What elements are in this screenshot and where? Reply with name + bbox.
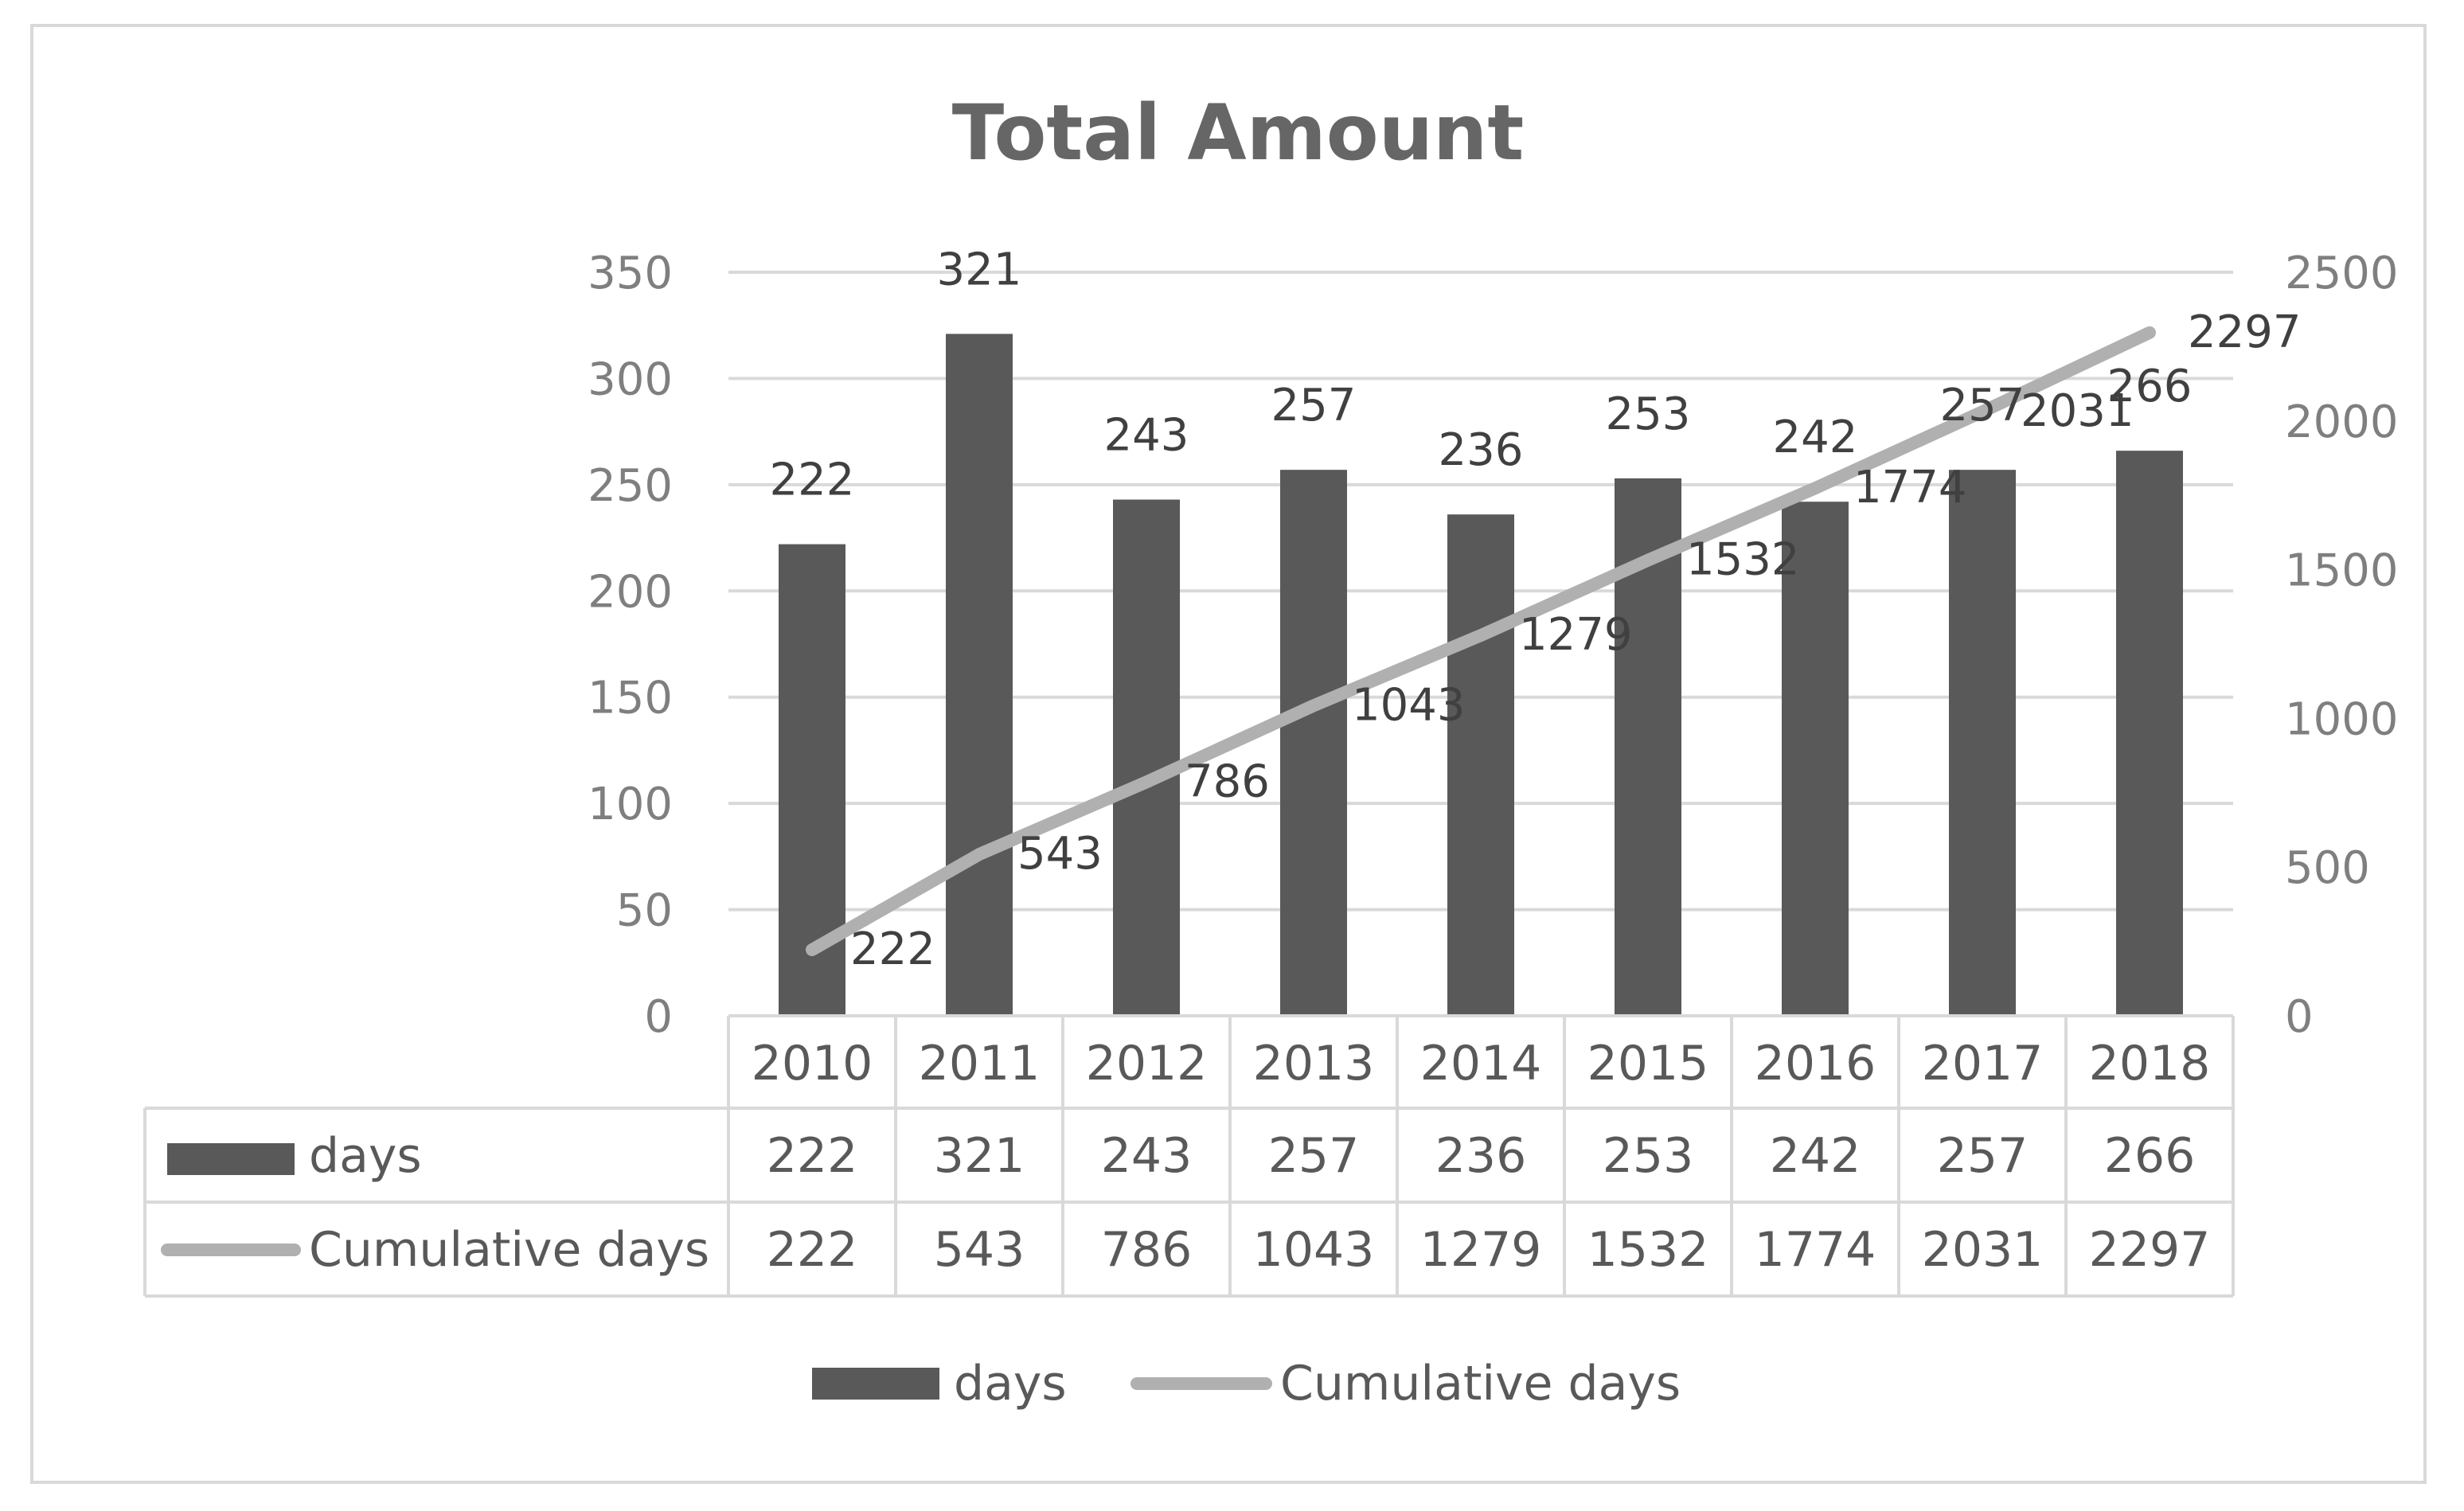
line-data-label: 2297 [2188,306,2302,358]
table-cell: 2031 [1922,1222,2044,1278]
bar-days [1447,514,1514,1016]
bar-data-label: 266 [2107,361,2193,412]
bar-days [1113,499,1180,1016]
bars-days [779,334,2183,1017]
table-header-cell: 2010 [752,1036,873,1091]
bar-data-label: 321 [937,244,1022,295]
bar-days [1782,502,1849,1016]
table-cell: 243 [1101,1128,1193,1184]
table-row-label: Cumulative days [309,1222,709,1278]
bar-data-label: 222 [770,455,855,506]
line-cumulative-days [806,326,2156,957]
table-cell: 236 [1435,1128,1527,1184]
table-cell: 242 [1770,1128,1861,1184]
table-cell: 253 [1603,1128,1694,1184]
table-row-label: days [309,1128,422,1184]
left-axis-tick-label: 50 [616,885,673,937]
bar-days [2116,451,2183,1016]
table-header-cell: 2016 [1755,1036,1876,1091]
table-cell: 222 [767,1128,858,1184]
left-axis-tick-label: 250 [588,460,673,512]
table-cell: 257 [1937,1128,2029,1184]
chart-title: Total Amount [952,88,1525,178]
table-key-days [167,1143,295,1175]
line-data-label: 1279 [1519,609,1633,661]
table-cell: 543 [934,1222,1025,1278]
bar-days [946,334,1013,1017]
table-cell: 2297 [2089,1222,2211,1278]
table-cell: 786 [1101,1222,1193,1278]
table-header-cell: 2018 [2089,1036,2211,1091]
line-data-label: 222 [850,923,935,975]
table-cell: 1043 [1253,1222,1375,1278]
bar-days [1280,470,1347,1016]
table-cell: 222 [767,1222,858,1278]
data-labels: 222 321 243 257 236 253 242 257 266 222 543 786 1043… [770,244,2302,975]
line-data-label: 1532 [1686,534,1800,586]
table-cell: 266 [2104,1128,2196,1184]
bar-data-label: 257 [1271,380,1357,431]
table-header-cell: 2017 [1922,1036,2044,1091]
right-axis-tick-label: 1500 [2285,545,2399,597]
legend: days Cumulative days [812,1356,1681,1411]
table-cell: 321 [934,1128,1025,1184]
line-data-label: 2031 [2021,385,2134,437]
right-axis-tick-label: 2500 [2285,248,2399,299]
table-cell: 257 [1268,1128,1360,1184]
bar-data-label: 243 [1104,410,1189,462]
left-axis-tick-label: 350 [588,248,673,299]
left-axis-tick-label: 300 [588,353,673,405]
line-cumulative-days [806,326,2156,957]
legend-label: Cumulative days [1280,1356,1681,1411]
table-header-cell: 2012 [1086,1036,1208,1091]
table-cell: 1774 [1755,1222,1876,1278]
table-header-cell: 2013 [1253,1036,1375,1091]
bar-data-label: 242 [1773,412,1858,463]
table-cell: 1279 [1420,1222,1542,1278]
table-header-cell: 2011 [919,1036,1041,1091]
table-cell: 1532 [1587,1222,1709,1278]
line-data-label: 1774 [1853,462,1967,513]
right-axis-tick-label: 0 [2285,991,2314,1043]
right-axis-ticks: 0 500 1000 1500 2000 2500 [2285,248,2399,1043]
left-axis-tick-label: 200 [588,566,673,618]
right-axis-tick-label: 1000 [2285,693,2399,745]
line-data-label: 1043 [1352,679,1466,731]
bar-data-label: 236 [1439,424,1524,476]
bar-data-label: 253 [1606,388,1691,440]
bar-data-label: 257 [1940,380,2025,431]
table-header-cell: 2014 [1420,1036,1542,1091]
left-axis-tick-label: 100 [588,779,673,830]
right-axis-tick-label: 500 [2285,842,2370,894]
line-data-label: 543 [1017,828,1103,880]
legend-key-days [812,1368,939,1400]
right-axis-tick-label: 2000 [2285,396,2399,448]
legend-label: days [954,1356,1067,1411]
table-header-cell: 2015 [1587,1036,1709,1091]
bar-days [1949,470,2016,1016]
left-axis-tick-label: 0 [644,991,673,1043]
line-data-label: 786 [1185,756,1270,807]
left-axis-tick-label: 150 [588,673,673,724]
left-axis-ticks: 0 50 100 150 200 250 300 350 [588,248,673,1043]
data-table: 2010 2011 2012 2013 2014 2015 2016 2017 2018 days… [143,1014,2235,1298]
